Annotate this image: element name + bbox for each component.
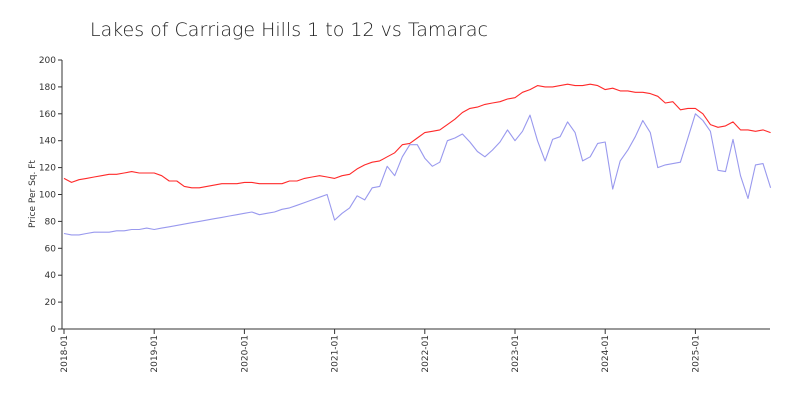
- x-tick-label: 2025-01: [691, 335, 701, 373]
- series-line-1: [63, 83, 771, 189]
- y-axis-label: Price Per Sq. Ft: [28, 160, 38, 228]
- x-tick-label: 2024-01: [601, 335, 611, 373]
- y-tick-label: 80: [45, 217, 57, 227]
- y-tick-label: 20: [45, 298, 57, 308]
- x-tick-label: 2019-01: [150, 335, 160, 373]
- y-tick-label: 200: [39, 56, 56, 66]
- x-tick-label: 2023-01: [511, 335, 521, 373]
- y-tick-label: 100: [39, 191, 56, 201]
- y-tick-label: 140: [39, 137, 56, 147]
- y-tick-label: 40: [45, 271, 57, 281]
- y-tick-label: 60: [45, 244, 57, 254]
- x-tick-label: 2020-01: [240, 335, 250, 373]
- y-tick-label: 120: [39, 164, 56, 174]
- chart-title: Lakes of Carriage Hills 1 to 12 vs Tamar…: [90, 19, 488, 41]
- series-lines: [63, 83, 772, 236]
- series-line-2: [63, 113, 772, 236]
- x-tick-label: 2022-01: [421, 335, 431, 373]
- x-tick-label: 2021-01: [331, 335, 341, 373]
- y-tick-label: 0: [50, 325, 56, 335]
- y-tick-label: 160: [39, 110, 56, 120]
- x-tick-label: 2018-01: [60, 335, 70, 373]
- y-tick-label: 180: [39, 83, 56, 93]
- axes: 0 20 40 60 80 100 120 140 160 180 200 Price Per Sq.…: [28, 56, 770, 373]
